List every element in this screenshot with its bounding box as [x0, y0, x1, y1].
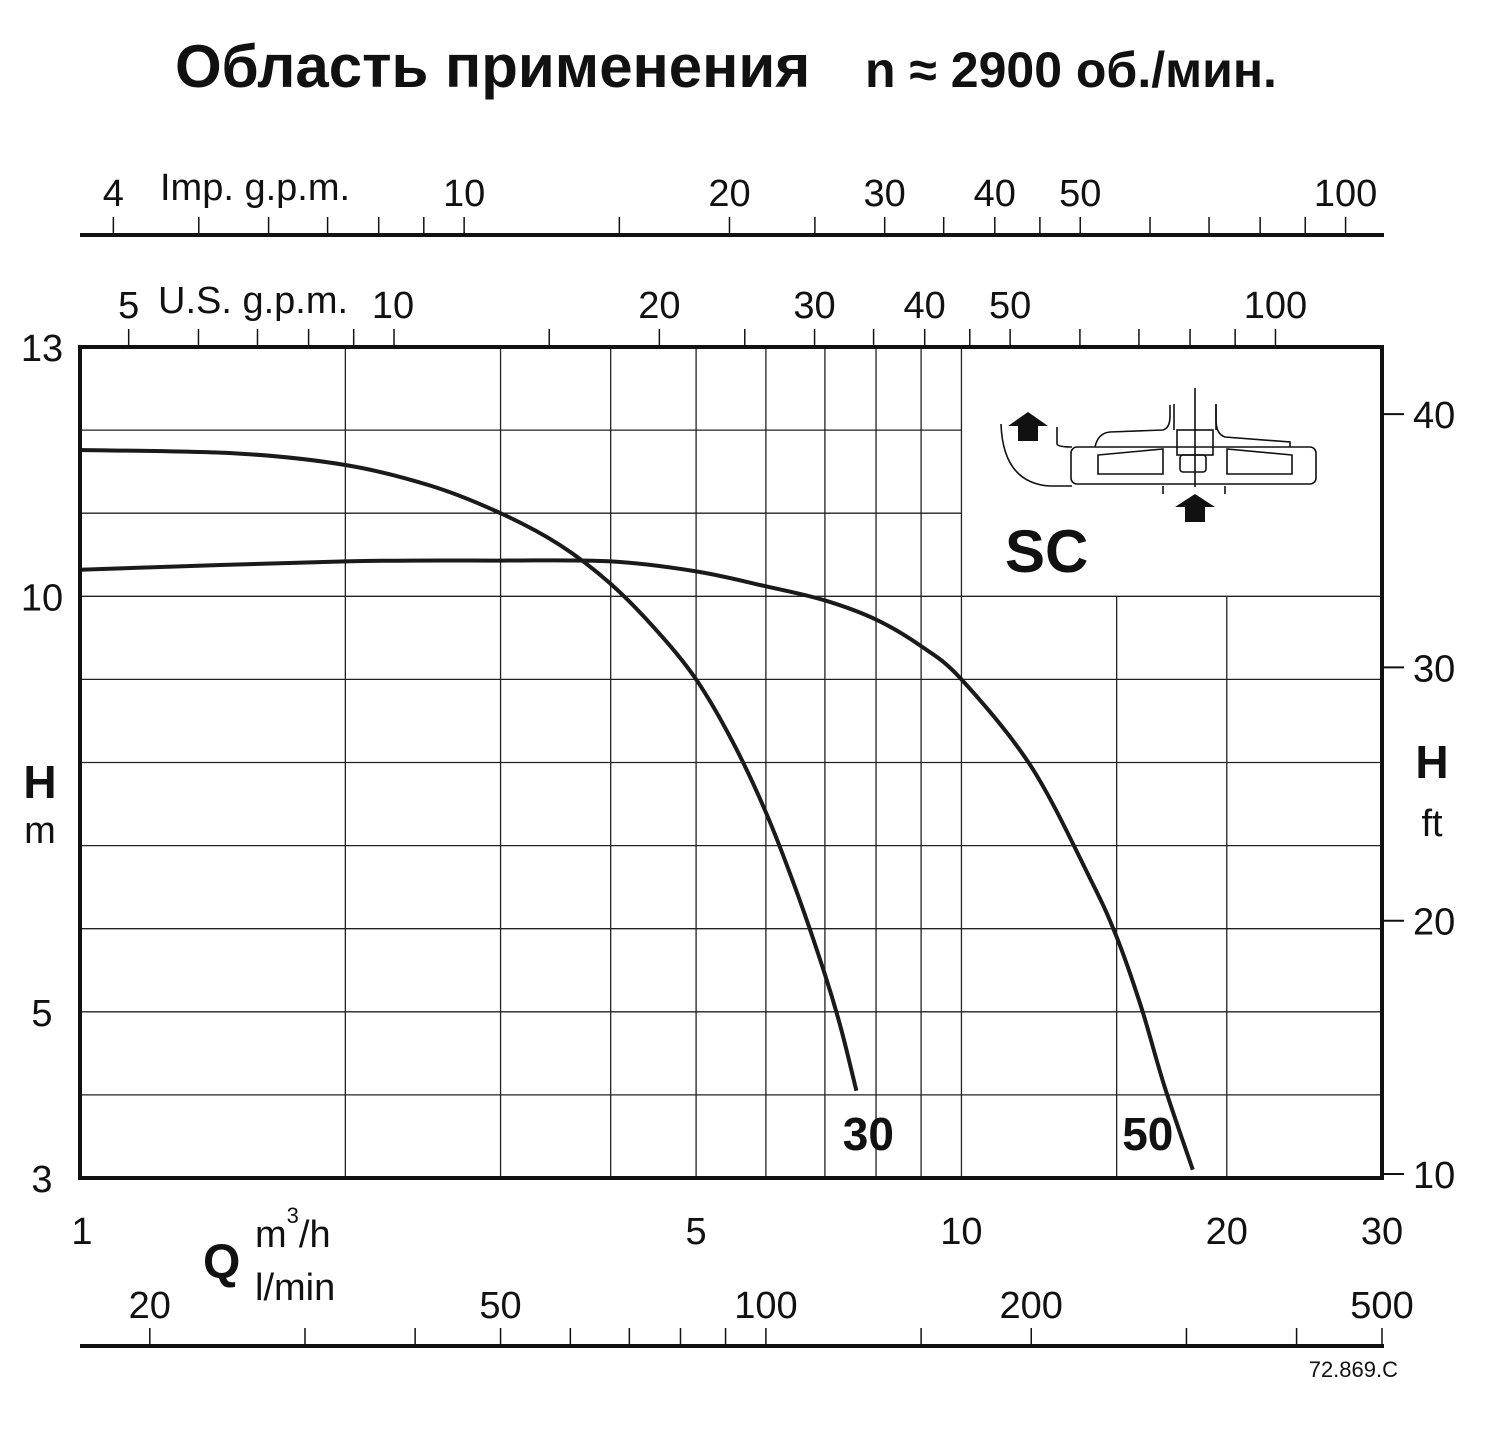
x-unit-sup: 3: [287, 1203, 299, 1228]
curve-label-30: 30: [843, 1108, 894, 1160]
imp-gpm-tick-label: 100: [1314, 173, 1377, 215]
x-axis-unit: m3/h: [255, 1203, 331, 1256]
x-tick-label: 10: [940, 1211, 982, 1253]
curves: 30 50: [79, 448, 1195, 1171]
us-gpm-tick-label: 50: [989, 285, 1031, 327]
y-tick-label: 3: [31, 1159, 52, 1201]
ft-tick-label: 40: [1413, 395, 1455, 437]
ft-tick-label: 10: [1413, 1155, 1455, 1197]
x-tick-label: 1: [71, 1211, 92, 1253]
us-gpm-tick-label: 100: [1244, 285, 1307, 327]
x-tick-label: 5: [686, 1211, 707, 1253]
flow-arrow-icons: [1008, 412, 1215, 522]
lmin-tick-label: 20: [129, 1285, 171, 1327]
grid: [80, 347, 1382, 1178]
lmin-tick-label: 50: [479, 1285, 521, 1327]
imp-gpm-tick-label: 4: [103, 173, 124, 215]
us-gpm-axis-label: U.S. g.p.m.: [158, 280, 348, 322]
lmin-tick-label: 200: [1000, 1285, 1063, 1327]
imp-gpm-tick-label: 50: [1059, 173, 1101, 215]
curve-label-50: 50: [1122, 1108, 1173, 1160]
inset-label: SC: [1005, 518, 1088, 585]
lmin-tick-label: 100: [734, 1285, 797, 1327]
us-gpm-tick-label: 5: [118, 285, 139, 327]
x-tick-label: 20: [1206, 1211, 1248, 1253]
lmin-tick-label: 500: [1350, 1285, 1413, 1327]
chart-speed-label: n ≈ 2900 об./мин.: [865, 42, 1277, 98]
outlet-arrow-icon: [1008, 412, 1048, 441]
axes: 3 5 10 13 10 20 30 40 1 5 10 20 30 4 10 20 30 40 50 100 5 10 2…: [21, 173, 1455, 1348]
imp-gpm-tick-label: 20: [708, 173, 750, 215]
us-gpm-tick-label: 20: [638, 285, 680, 327]
us-gpm-tick-label: 10: [372, 285, 414, 327]
us-gpm-tick-label: 30: [793, 285, 835, 327]
y-axis-symbol: H: [23, 756, 56, 808]
ft-tick-label: 20: [1413, 902, 1455, 944]
y-axis-unit: m: [24, 810, 56, 852]
x-tick-label: 30: [1361, 1211, 1403, 1253]
pump-diagram-icon: [1000, 388, 1317, 494]
imp-gpm-tick-label: 30: [864, 173, 906, 215]
y2-axis-unit: ft: [1421, 803, 1443, 845]
x-axis-symbol: Q: [203, 1236, 240, 1289]
figure-code: 72.869.C: [1309, 1357, 1398, 1382]
imp-gpm-tick-label: 10: [443, 173, 485, 215]
us-gpm-tick-label: 40: [904, 285, 946, 327]
x-unit-rest: /h: [299, 1214, 331, 1256]
curve-50: [79, 558, 1195, 1171]
y-tick-label: 13: [21, 328, 63, 370]
x2-axis-unit: l/min: [255, 1267, 335, 1309]
y-tick-label: 5: [31, 993, 52, 1035]
imp-gpm-axis-label: Imp. g.p.m.: [160, 167, 350, 209]
x-unit-base: m: [255, 1214, 287, 1256]
y2-axis-symbol: H: [1415, 736, 1448, 788]
y-tick-label: 10: [21, 577, 63, 619]
plot-frame: [78, 345, 1384, 1180]
ft-tick-label: 30: [1413, 648, 1455, 690]
inlet-arrow-icon: [1175, 494, 1215, 522]
curve-30: [79, 448, 859, 1092]
chart-title: Область применения: [175, 33, 810, 100]
imp-gpm-tick-label: 40: [974, 173, 1016, 215]
